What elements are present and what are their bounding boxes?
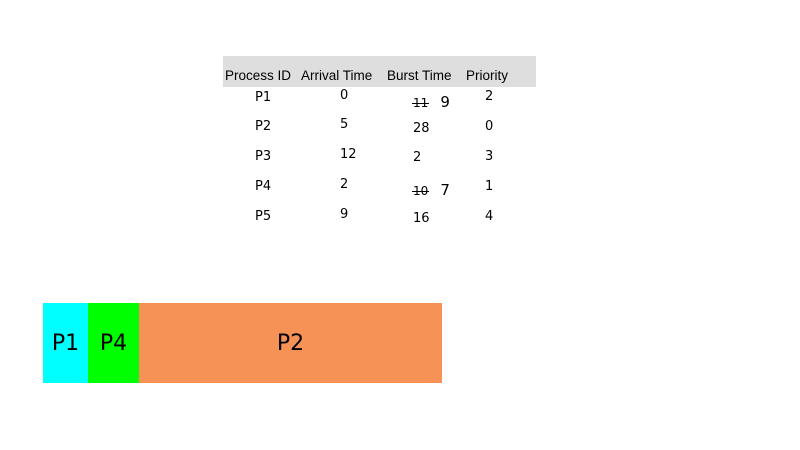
cell-priority: 1 — [485, 179, 494, 194]
cell-burst-time: 11 9 — [411, 93, 450, 111]
header-process-id: Process ID — [225, 68, 292, 83]
cell-priority: 3 — [485, 149, 494, 164]
gantt-block-p1: P1 — [43, 303, 88, 383]
cell-burst-time: 28 — [413, 121, 430, 136]
gantt-block-label: P1 — [51, 330, 80, 356]
cell-arrival-time: 9 — [340, 207, 349, 222]
cell-arrival-time: 5 — [340, 117, 349, 132]
gantt-block-label: P2 — [276, 330, 305, 356]
cell-arrival-time: 0 — [340, 88, 349, 103]
gantt-block-p4: P4 — [88, 303, 139, 383]
burst-time-corrected: 9 — [440, 93, 450, 111]
cell-process-id: P2 — [255, 119, 272, 134]
cell-process-id: P1 — [255, 90, 272, 105]
cell-priority: 4 — [485, 209, 494, 224]
header-burst-time: Burst Time — [387, 68, 452, 83]
table-header-bar — [223, 56, 536, 87]
cell-priority: 0 — [485, 119, 494, 134]
cell-burst-time: 10 7 — [411, 181, 450, 199]
cell-process-id: P3 — [255, 149, 272, 164]
cell-priority: 2 — [485, 89, 494, 104]
burst-time-corrected: 7 — [440, 181, 450, 199]
gantt-block-p2: P2 — [139, 303, 442, 383]
gantt-block-label: P4 — [99, 330, 128, 356]
cell-process-id: P5 — [255, 209, 272, 224]
header-arrival-time: Arrival Time — [301, 68, 373, 83]
burst-time-crossed-out: 10 — [411, 184, 430, 198]
burst-time-crossed-out: 11 — [411, 96, 430, 110]
cell-process-id: P4 — [255, 179, 272, 194]
cell-arrival-time: 12 — [340, 147, 357, 162]
cell-burst-time: 2 — [413, 150, 422, 165]
cell-arrival-time: 2 — [340, 177, 349, 192]
header-priority: Priority — [466, 68, 509, 83]
cell-burst-time: 16 — [413, 211, 430, 226]
